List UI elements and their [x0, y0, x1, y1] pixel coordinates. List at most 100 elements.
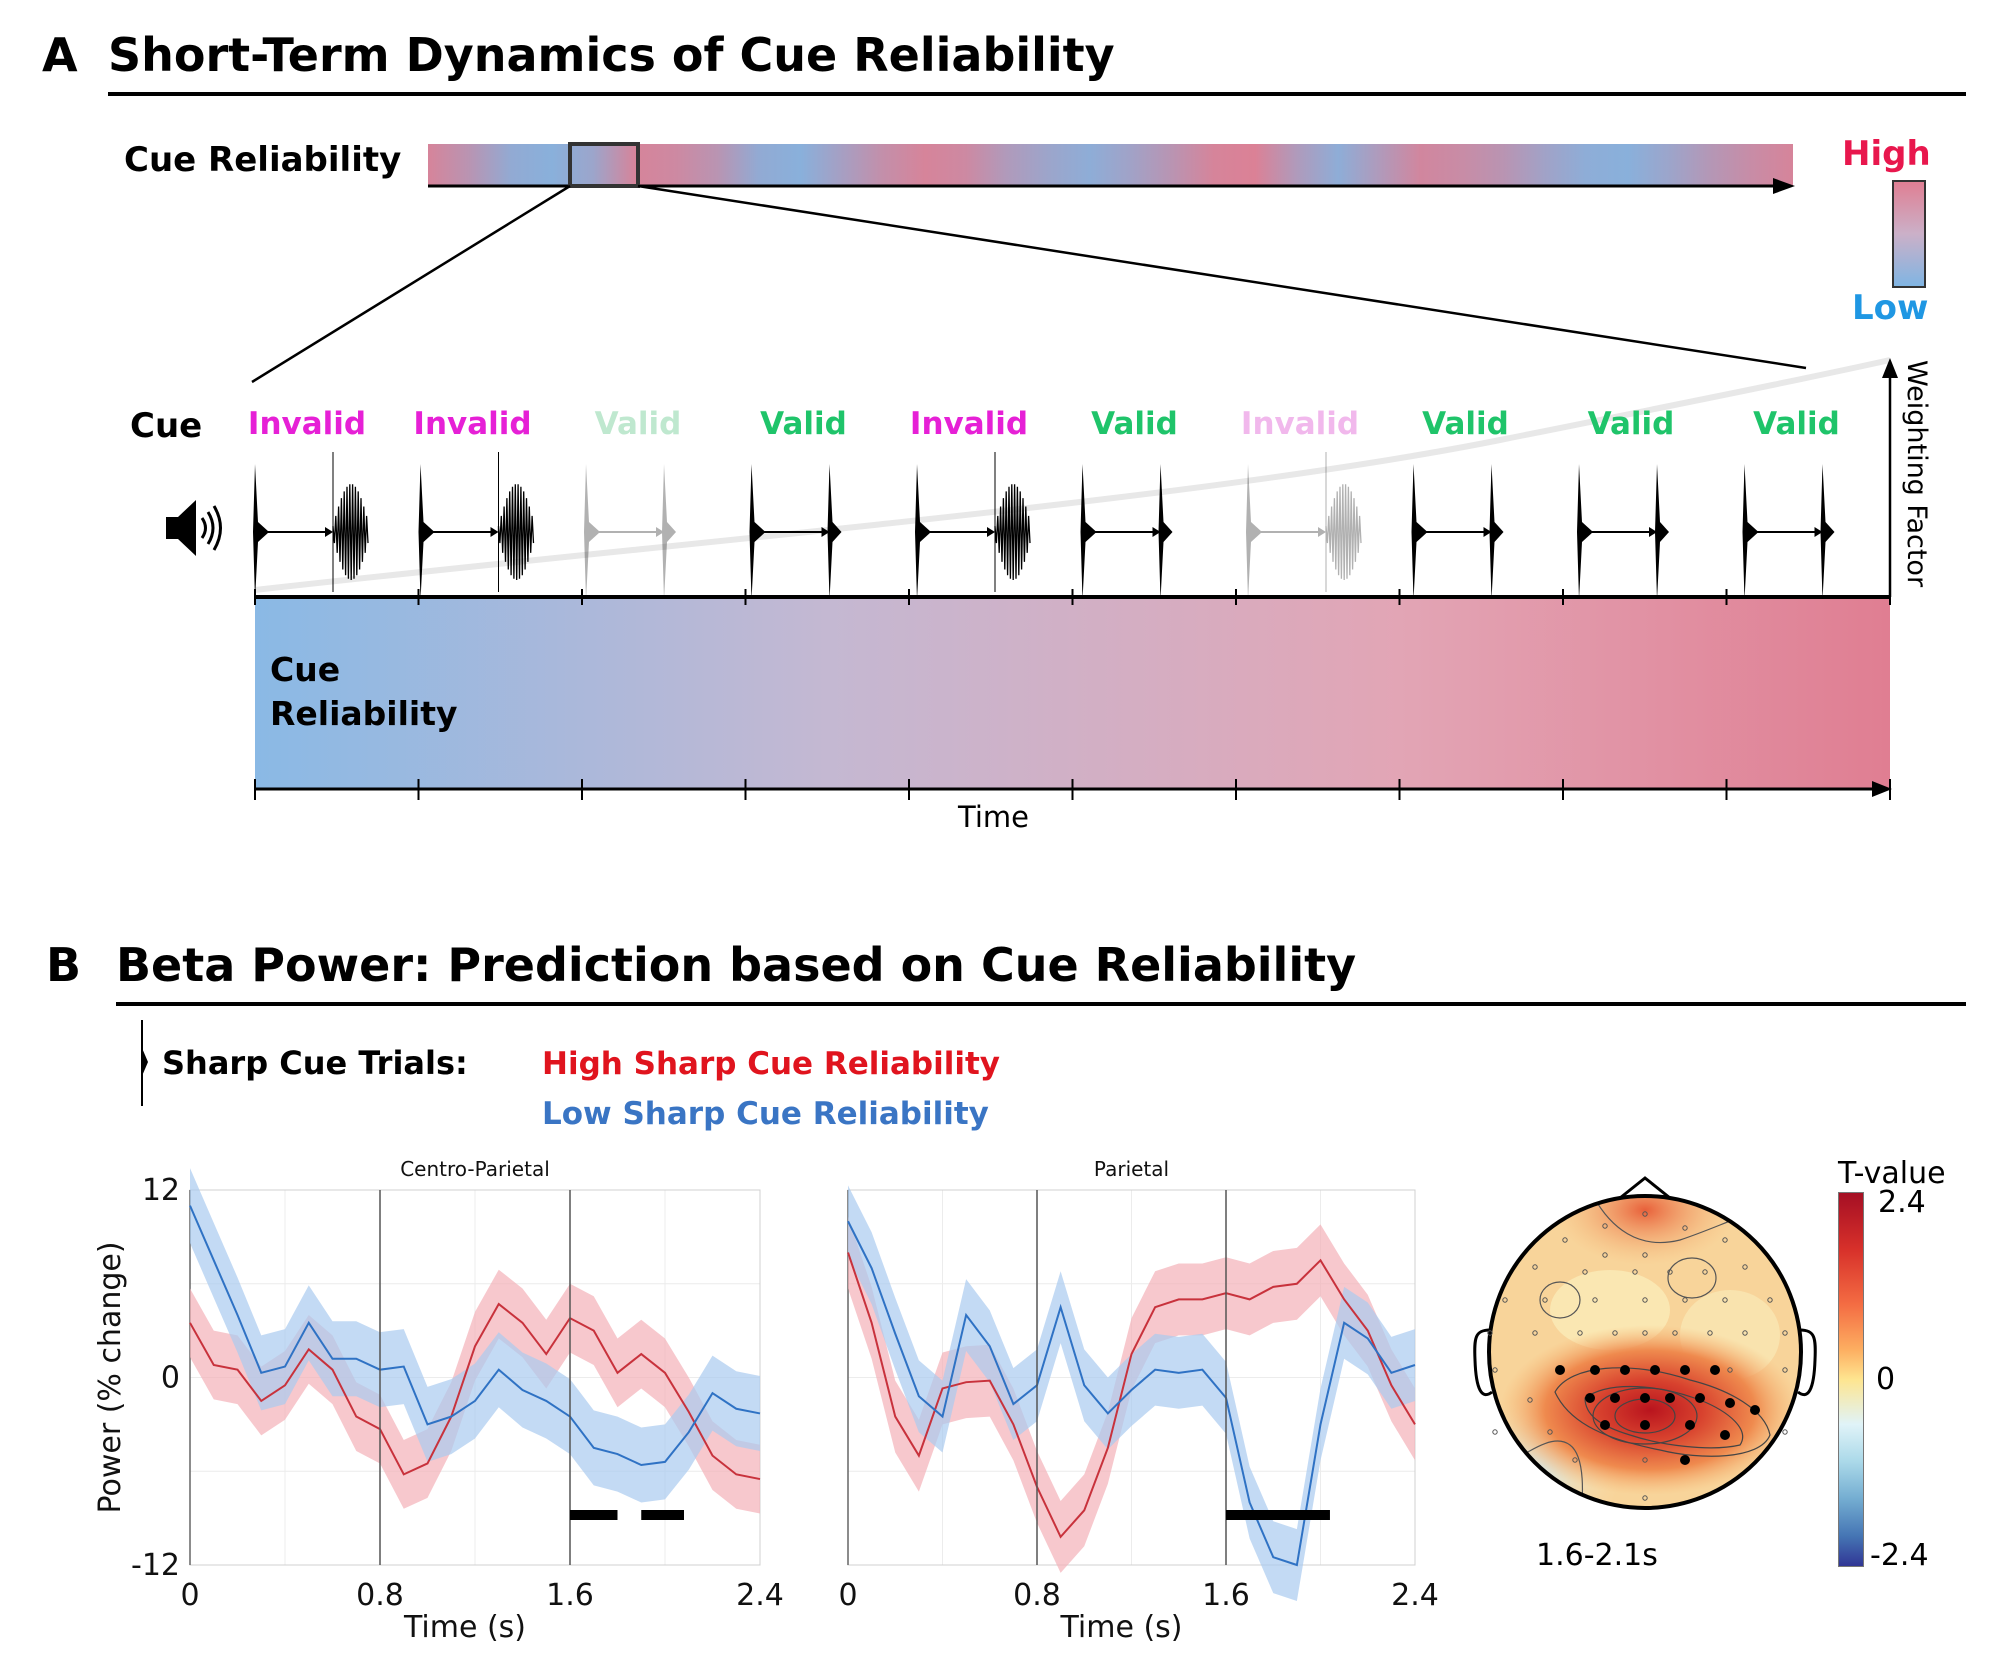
- cue-waveform: [253, 452, 369, 600]
- significant-electrode: [1640, 1393, 1650, 1403]
- legend-low-reliability: Low Sharp Cue Reliability: [542, 1096, 989, 1132]
- x-tick-label: 0.8: [356, 1578, 404, 1613]
- x-tick-label: 0: [838, 1578, 857, 1613]
- significant-electrode: [1665, 1393, 1675, 1403]
- cue-waveform: [418, 452, 535, 600]
- colorbar-mid-label: 0: [1876, 1362, 1896, 1397]
- panel-a-title: Short-Term Dynamics of Cue Reliability: [108, 28, 1115, 82]
- y-tick-label: -12: [131, 1548, 180, 1583]
- cue-waveform: [1577, 464, 1669, 600]
- electrode: [1572, 1457, 1578, 1463]
- electrode: [1642, 1457, 1648, 1463]
- weighting-axis-label: Weighting Factor: [1901, 360, 1932, 588]
- cue-waveform: [749, 464, 842, 600]
- series-line-high: [847, 1252, 1416, 1539]
- electrode: [1642, 1252, 1648, 1258]
- electrode: [1782, 1367, 1788, 1373]
- significance-bar: [641, 1510, 684, 1520]
- panel-b-title: Beta Power: Prediction based on Cue Reli…: [116, 938, 1357, 992]
- weighting-axis-arrowhead: [1882, 358, 1898, 378]
- legend-high-reliability: High Sharp Cue Reliability: [542, 1046, 1001, 1082]
- cue-waveform: [1080, 464, 1173, 600]
- electrode: [1672, 1330, 1678, 1336]
- significant-electrode: [1680, 1455, 1690, 1465]
- x-tick-label: 0: [180, 1578, 199, 1613]
- cue-waveform: [584, 464, 676, 600]
- top-bar-arrowhead: [1773, 178, 1795, 194]
- electrode: [1642, 1495, 1648, 1501]
- cue-label-5: Invalid: [909, 406, 1029, 442]
- x-axis-label: Time (s): [1060, 1610, 1183, 1645]
- cue-row-label: Cue: [130, 406, 203, 446]
- panel-b-letter: B: [46, 938, 82, 992]
- panel-b-title-rule: [116, 1002, 1966, 1006]
- significant-electrode: [1650, 1365, 1660, 1375]
- electrode: [1742, 1330, 1748, 1336]
- cue-label-3: Valid: [594, 406, 682, 442]
- colorbar: [1838, 1192, 1864, 1567]
- significant-electrode: [1600, 1420, 1610, 1430]
- significance-bar: [1226, 1510, 1330, 1520]
- panel-a-letter: A: [42, 28, 78, 82]
- topoplot: [1473, 1176, 1817, 1510]
- topo-contour: [1592, 1387, 1698, 1445]
- chart-title: Parietal: [1094, 1157, 1169, 1181]
- cue-label-2: Invalid: [413, 406, 532, 442]
- colorbar-max-label: 2.4: [1878, 1185, 1926, 1220]
- cue-waveform: [1411, 464, 1504, 600]
- weighting-factor-curve: [254, 357, 1891, 593]
- electrode: [1767, 1297, 1773, 1303]
- zoom-selection-box: [568, 142, 640, 188]
- head-outline: [1487, 1194, 1803, 1510]
- legend-low-label: Low: [1852, 288, 1929, 328]
- trial-type-label: Sharp Cue Trials:: [162, 1044, 468, 1082]
- topo-contour: [1667, 1257, 1717, 1299]
- panel-a-diagram: [166, 142, 1926, 800]
- y-axis-label: Power (% change): [93, 1241, 128, 1513]
- sharp-cue-glyph: [141, 1020, 148, 1106]
- electrode: [1577, 1330, 1583, 1336]
- electrode: [1492, 1429, 1498, 1435]
- nose: [1619, 1176, 1671, 1200]
- chart-title: Centro-Parietal: [400, 1157, 550, 1181]
- cue-label-8: Valid: [1422, 406, 1509, 442]
- significant-electrode: [1710, 1365, 1720, 1375]
- zoom-line-right: [637, 184, 1807, 370]
- left-ear: [1473, 1328, 1493, 1397]
- cue-waveform: [915, 452, 1031, 600]
- x-tick-label: 1.6: [546, 1578, 594, 1613]
- significant-electrode: [1590, 1365, 1600, 1375]
- significant-electrode: [1750, 1405, 1760, 1415]
- significant-electrode: [1680, 1365, 1690, 1375]
- electrode: [1612, 1330, 1618, 1336]
- cue-label-6: Valid: [1091, 406, 1178, 442]
- electrode: [1642, 1330, 1648, 1336]
- significant-electrode: [1585, 1393, 1595, 1403]
- electrode: [1702, 1269, 1708, 1275]
- electrode: [1532, 1264, 1538, 1270]
- electrode: [1667, 1269, 1673, 1275]
- colorbar-title: T-value: [1838, 1156, 1946, 1191]
- topo-contour: [1539, 1281, 1581, 1319]
- cue-waveform: [1742, 464, 1835, 600]
- colorbar-min-label: -2.4: [1870, 1538, 1929, 1573]
- topo-time-window: 1.6-2.1s: [1536, 1538, 1658, 1573]
- significant-electrode: [1685, 1420, 1695, 1430]
- time-axis-arrowhead: [1872, 781, 1892, 797]
- electrode: [1722, 1237, 1728, 1243]
- x-tick-label: 1.6: [1202, 1578, 1250, 1613]
- series-line-high: [189, 1302, 761, 1481]
- ci-band-high: [848, 1216, 1415, 1573]
- y-tick-label: 12: [142, 1173, 180, 1208]
- speaker-icon: [166, 500, 222, 556]
- x-tick-label: 2.4: [736, 1578, 784, 1613]
- topo-frontal-positive: [1555, 1196, 1735, 1265]
- electrode: [1562, 1237, 1568, 1243]
- legend-high-label: High: [1842, 134, 1931, 174]
- reliability-legend-bar: [1892, 180, 1926, 288]
- electrode: [1592, 1297, 1598, 1303]
- electrode: [1682, 1225, 1688, 1231]
- significant-electrode: [1610, 1393, 1620, 1403]
- x-tick-label: 2.4: [1391, 1578, 1439, 1613]
